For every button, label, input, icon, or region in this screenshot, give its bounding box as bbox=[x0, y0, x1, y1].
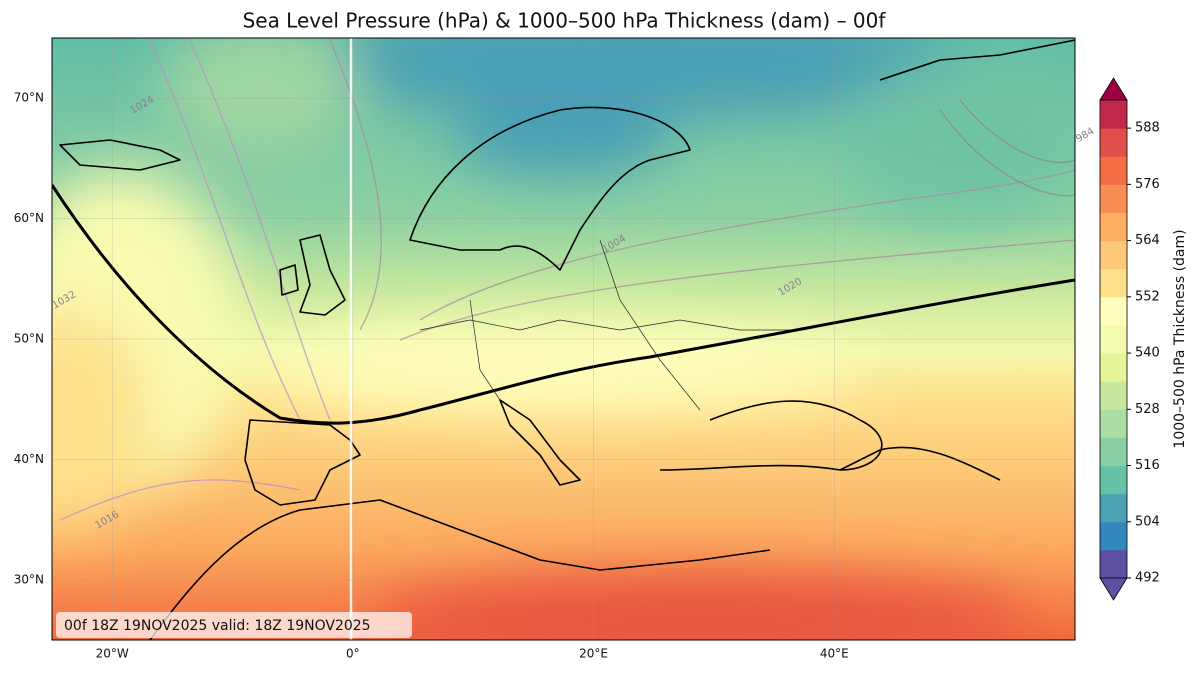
colorbar-bin bbox=[1100, 100, 1127, 129]
y-tick-label: 30°N bbox=[14, 572, 44, 586]
colorbar-bin bbox=[1100, 381, 1127, 410]
colorbar-bin bbox=[1100, 353, 1127, 382]
colorbar-bin bbox=[1100, 409, 1127, 438]
x-tick-label: 0° bbox=[346, 647, 360, 661]
colorbar-label: 1000–500 hPa Thickness (dam) bbox=[1172, 229, 1188, 448]
colorbar-tick-label: 564 bbox=[1135, 233, 1160, 248]
pressure-contours bbox=[59, 39, 1075, 521]
y-tick-label: 70°N bbox=[14, 91, 44, 105]
y-tick-label: 60°N bbox=[14, 211, 44, 225]
x-tick-label: 40°E bbox=[820, 647, 849, 661]
colorbar-bin bbox=[1100, 493, 1127, 523]
contour-label: 984 bbox=[1074, 126, 1096, 145]
colorbar-tick-label: 540 bbox=[1135, 346, 1160, 361]
colorbar-bin bbox=[1100, 240, 1127, 270]
colorbar-bin bbox=[1100, 268, 1127, 298]
colorbar-tick-label: 492 bbox=[1135, 571, 1160, 586]
x-tick-label: 20°E bbox=[579, 647, 608, 661]
colorbar-bin bbox=[1100, 184, 1127, 213]
y-tick-label: 40°N bbox=[14, 452, 44, 466]
colorbar-tick-label: 516 bbox=[1135, 458, 1160, 473]
colorbar-bin bbox=[1100, 324, 1127, 354]
colorbar-under bbox=[1099, 577, 1128, 601]
colorbar-bin bbox=[1100, 465, 1127, 495]
x-tick-label: 20°W bbox=[96, 647, 129, 661]
colorbar-tick-label: 576 bbox=[1135, 177, 1160, 192]
thickness-540-line bbox=[52, 184, 1075, 425]
colorbar-tick-label: 588 bbox=[1135, 121, 1160, 136]
colorbar-frame bbox=[1099, 99, 1128, 579]
colorbar-tick-label: 504 bbox=[1135, 514, 1160, 529]
chart-title: Sea Level Pressure (hPa) & 1000–500 hPa … bbox=[243, 9, 887, 33]
colorbar-bin bbox=[1100, 128, 1127, 157]
colorbar-bin bbox=[1100, 437, 1127, 467]
colorbar-bin bbox=[1100, 549, 1127, 579]
colorbar-tick-label: 528 bbox=[1135, 402, 1160, 417]
colorbar-bin bbox=[1100, 212, 1127, 242]
map-area bbox=[52, 38, 1075, 640]
map-frame bbox=[51, 37, 1076, 641]
colorbar-over bbox=[1099, 77, 1128, 101]
colorbar-bin bbox=[1100, 156, 1127, 185]
colorbar-tick-label: 552 bbox=[1135, 289, 1160, 304]
colorbar-bin bbox=[1100, 296, 1127, 326]
annotation-box bbox=[56, 612, 412, 638]
colorbar-bin bbox=[1100, 521, 1127, 551]
y-tick-label: 50°N bbox=[14, 332, 44, 346]
annotation: 00f 18Z 19NOV2025 valid: 18Z 19NOV2025 bbox=[64, 618, 371, 634]
thickness-field bbox=[52, 38, 1075, 640]
